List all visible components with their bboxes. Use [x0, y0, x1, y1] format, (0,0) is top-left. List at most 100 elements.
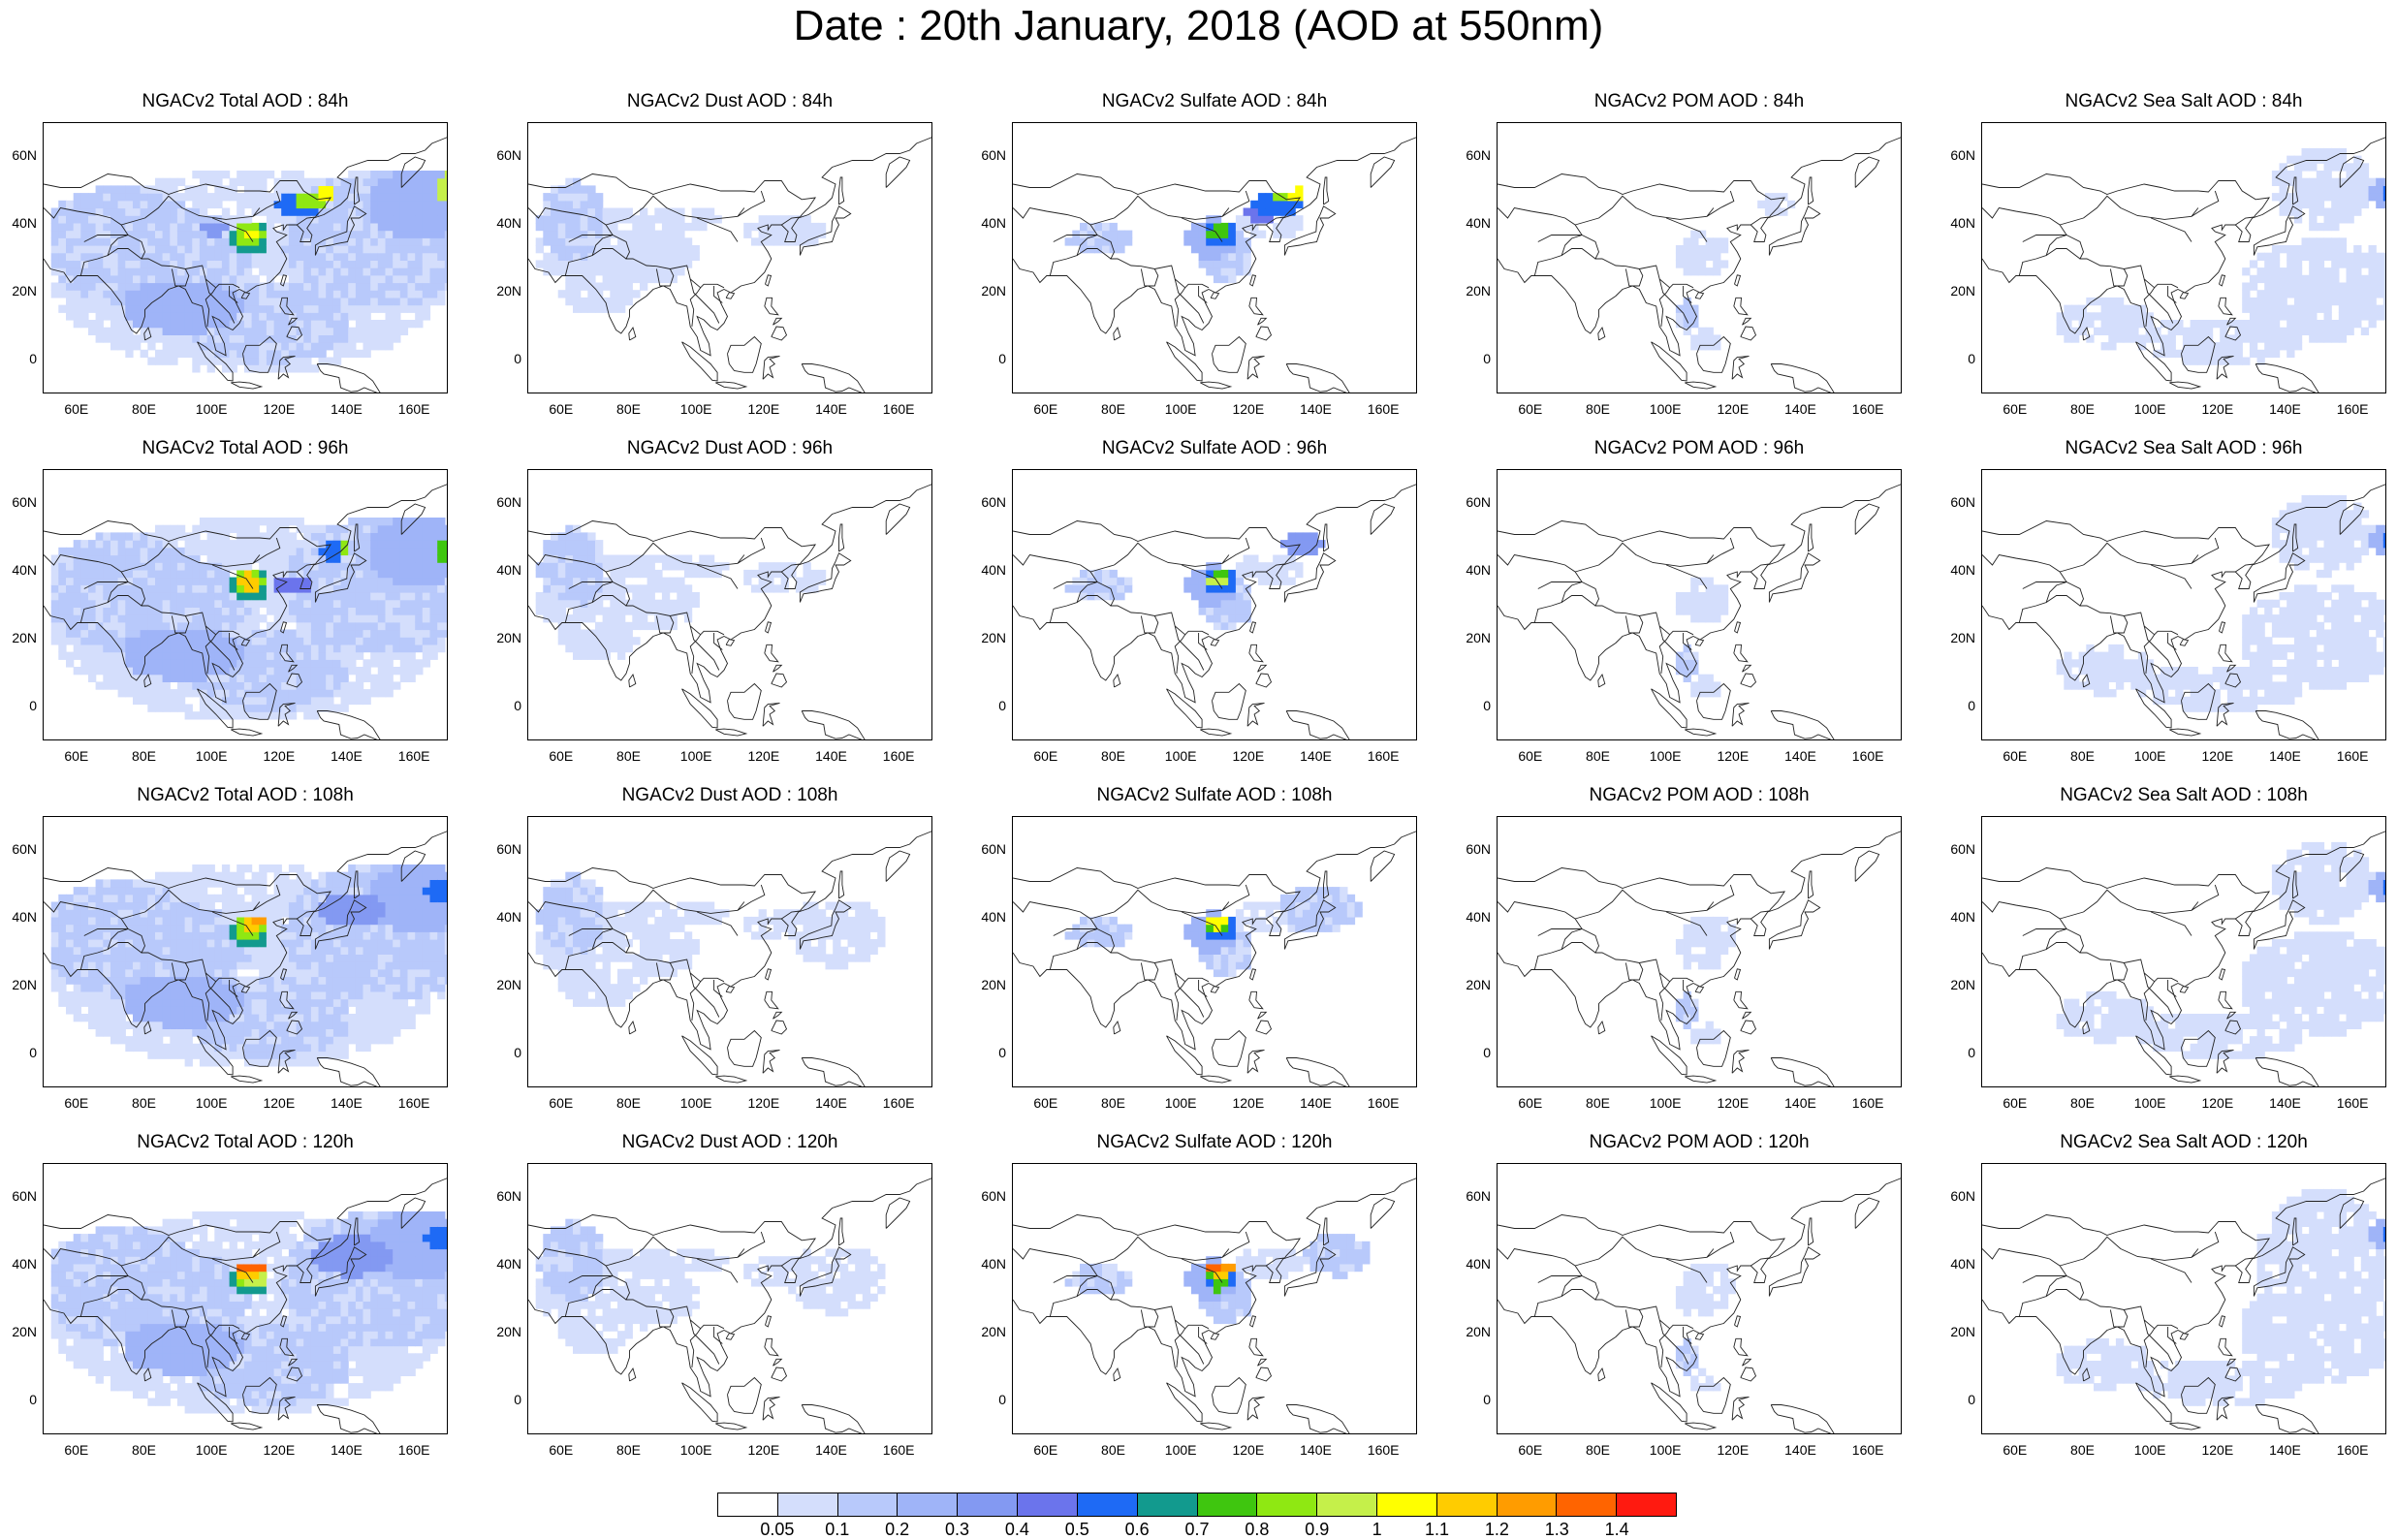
colorbar-swatch — [958, 1493, 1018, 1516]
lon-tick-label: 80E — [605, 1095, 653, 1111]
lon-tick-label: 100E — [2126, 401, 2174, 417]
lat-tick-label: 60N — [1452, 841, 1491, 857]
colorbar-swatch — [1138, 1493, 1198, 1516]
lon-tick-label: 120E — [2193, 1442, 2242, 1458]
lon-tick-label: 60E — [1506, 748, 1555, 764]
lon-tick-label: 160E — [390, 1095, 438, 1111]
lat-tick-label: 40N — [0, 562, 37, 578]
lat-tick-label: 60N — [1452, 147, 1491, 163]
lat-tick-label: 20N — [967, 630, 1006, 645]
lat-tick-label: 60N — [1937, 1188, 1975, 1204]
lon-tick-label: 120E — [255, 1442, 303, 1458]
lon-tick-label: 60E — [52, 401, 101, 417]
map-panel-pom-84h — [1497, 122, 1902, 393]
map-panel-pom-108h — [1497, 816, 1902, 1087]
lon-tick-label: 120E — [1224, 401, 1273, 417]
lon-tick-label: 100E — [1156, 1442, 1205, 1458]
panel-title: NGACv2 Sea Salt AOD : 120h — [1976, 1132, 2391, 1153]
lat-tick-label: 40N — [967, 1256, 1006, 1272]
lon-tick-label: 160E — [1359, 1442, 1407, 1458]
aod-field-svg — [44, 817, 448, 1087]
lon-tick-label: 120E — [1709, 1095, 1757, 1111]
map-panel-pom-96h — [1497, 469, 1902, 740]
lon-tick-label: 120E — [2193, 401, 2242, 417]
lat-tick-label: 40N — [0, 1256, 37, 1272]
panel-title: NGACv2 Dust AOD : 84h — [522, 91, 937, 112]
lon-tick-label: 140E — [323, 401, 371, 417]
lat-tick-label: 60N — [0, 494, 37, 510]
map-panel-seasalt-96h — [1981, 469, 2386, 740]
lon-tick-label: 120E — [1709, 748, 1757, 764]
lon-tick-label: 120E — [255, 748, 303, 764]
lat-tick-label: 20N — [967, 1324, 1006, 1339]
lat-tick-label: 20N — [0, 977, 37, 992]
lat-tick-label: 20N — [1452, 283, 1491, 299]
aod-field-svg — [528, 817, 932, 1087]
lat-tick-label: 20N — [1937, 283, 1975, 299]
lon-tick-label: 100E — [187, 1095, 236, 1111]
lat-tick-label: 40N — [967, 909, 1006, 925]
lat-tick-label: 40N — [483, 909, 521, 925]
lon-tick-label: 100E — [672, 1442, 720, 1458]
lon-tick-label: 140E — [323, 1442, 371, 1458]
lat-tick-label: 60N — [967, 147, 1006, 163]
panel-title: NGACv2 Total AOD : 120h — [38, 1132, 453, 1153]
lon-tick-label: 160E — [874, 1442, 923, 1458]
lat-tick-label: 0 — [1937, 1045, 1975, 1060]
colorbar-swatch — [778, 1493, 838, 1516]
aod-field-svg — [1498, 1164, 1902, 1434]
lon-tick-label: 120E — [255, 1095, 303, 1111]
lon-tick-label: 160E — [390, 1442, 438, 1458]
lon-tick-label: 80E — [2059, 401, 2107, 417]
lon-tick-label: 100E — [672, 401, 720, 417]
panel-title: NGACv2 Total AOD : 96h — [38, 438, 453, 459]
lon-tick-label: 100E — [2126, 748, 2174, 764]
panel-title: NGACv2 POM AOD : 84h — [1492, 91, 1907, 112]
lon-tick-label: 160E — [2328, 748, 2377, 764]
lon-tick-label: 140E — [1777, 748, 1825, 764]
lat-tick-label: 0 — [1452, 351, 1491, 366]
colorbar-tick-label: 0.9 — [1288, 1520, 1346, 1540]
lat-tick-label: 0 — [1937, 1392, 1975, 1407]
lon-tick-label: 60E — [52, 1095, 101, 1111]
lat-tick-label: 0 — [1937, 351, 1975, 366]
colorbar-tick-label: 0.1 — [808, 1520, 867, 1540]
lat-tick-label: 20N — [967, 283, 1006, 299]
aod-field-svg — [1013, 470, 1417, 740]
lat-tick-label: 0 — [967, 1045, 1006, 1060]
lon-tick-label: 60E — [1991, 1095, 2039, 1111]
lat-tick-label: 60N — [483, 841, 521, 857]
lon-tick-label: 120E — [740, 1095, 788, 1111]
lon-tick-label: 120E — [2193, 748, 2242, 764]
lat-tick-label: 20N — [0, 1324, 37, 1339]
lon-tick-label: 140E — [323, 748, 371, 764]
lon-tick-label: 60E — [1022, 1095, 1070, 1111]
aod-field-svg — [528, 470, 932, 740]
lon-tick-label: 160E — [390, 401, 438, 417]
aod-field-svg — [1498, 123, 1902, 393]
lon-tick-label: 100E — [1641, 748, 1689, 764]
lat-tick-label: 0 — [483, 1392, 521, 1407]
lon-tick-label: 140E — [807, 401, 856, 417]
lon-tick-label: 120E — [1224, 1095, 1273, 1111]
lon-tick-label: 80E — [605, 1442, 653, 1458]
lon-tick-label: 160E — [1844, 748, 1892, 764]
map-panel-sulfate-120h — [1012, 1163, 1417, 1434]
lat-tick-label: 40N — [0, 909, 37, 925]
lat-tick-label: 20N — [0, 630, 37, 645]
lat-tick-label: 60N — [1937, 147, 1975, 163]
lon-tick-label: 160E — [2328, 1442, 2377, 1458]
lon-tick-label: 140E — [1777, 1442, 1825, 1458]
lon-tick-label: 60E — [1991, 401, 2039, 417]
figure-title: Date : 20th January, 2018 (AOD at 550nm) — [0, 2, 2397, 50]
lon-tick-label: 100E — [672, 748, 720, 764]
lat-tick-label: 20N — [1452, 977, 1491, 992]
lon-tick-label: 160E — [874, 401, 923, 417]
colorbar-swatch — [1437, 1493, 1498, 1516]
lon-tick-label: 100E — [1156, 748, 1205, 764]
panel-title: NGACv2 Total AOD : 84h — [38, 91, 453, 112]
lon-tick-label: 100E — [1156, 401, 1205, 417]
lon-tick-label: 80E — [2059, 1442, 2107, 1458]
lat-tick-label: 60N — [1937, 841, 1975, 857]
map-panel-dust-96h — [527, 469, 932, 740]
